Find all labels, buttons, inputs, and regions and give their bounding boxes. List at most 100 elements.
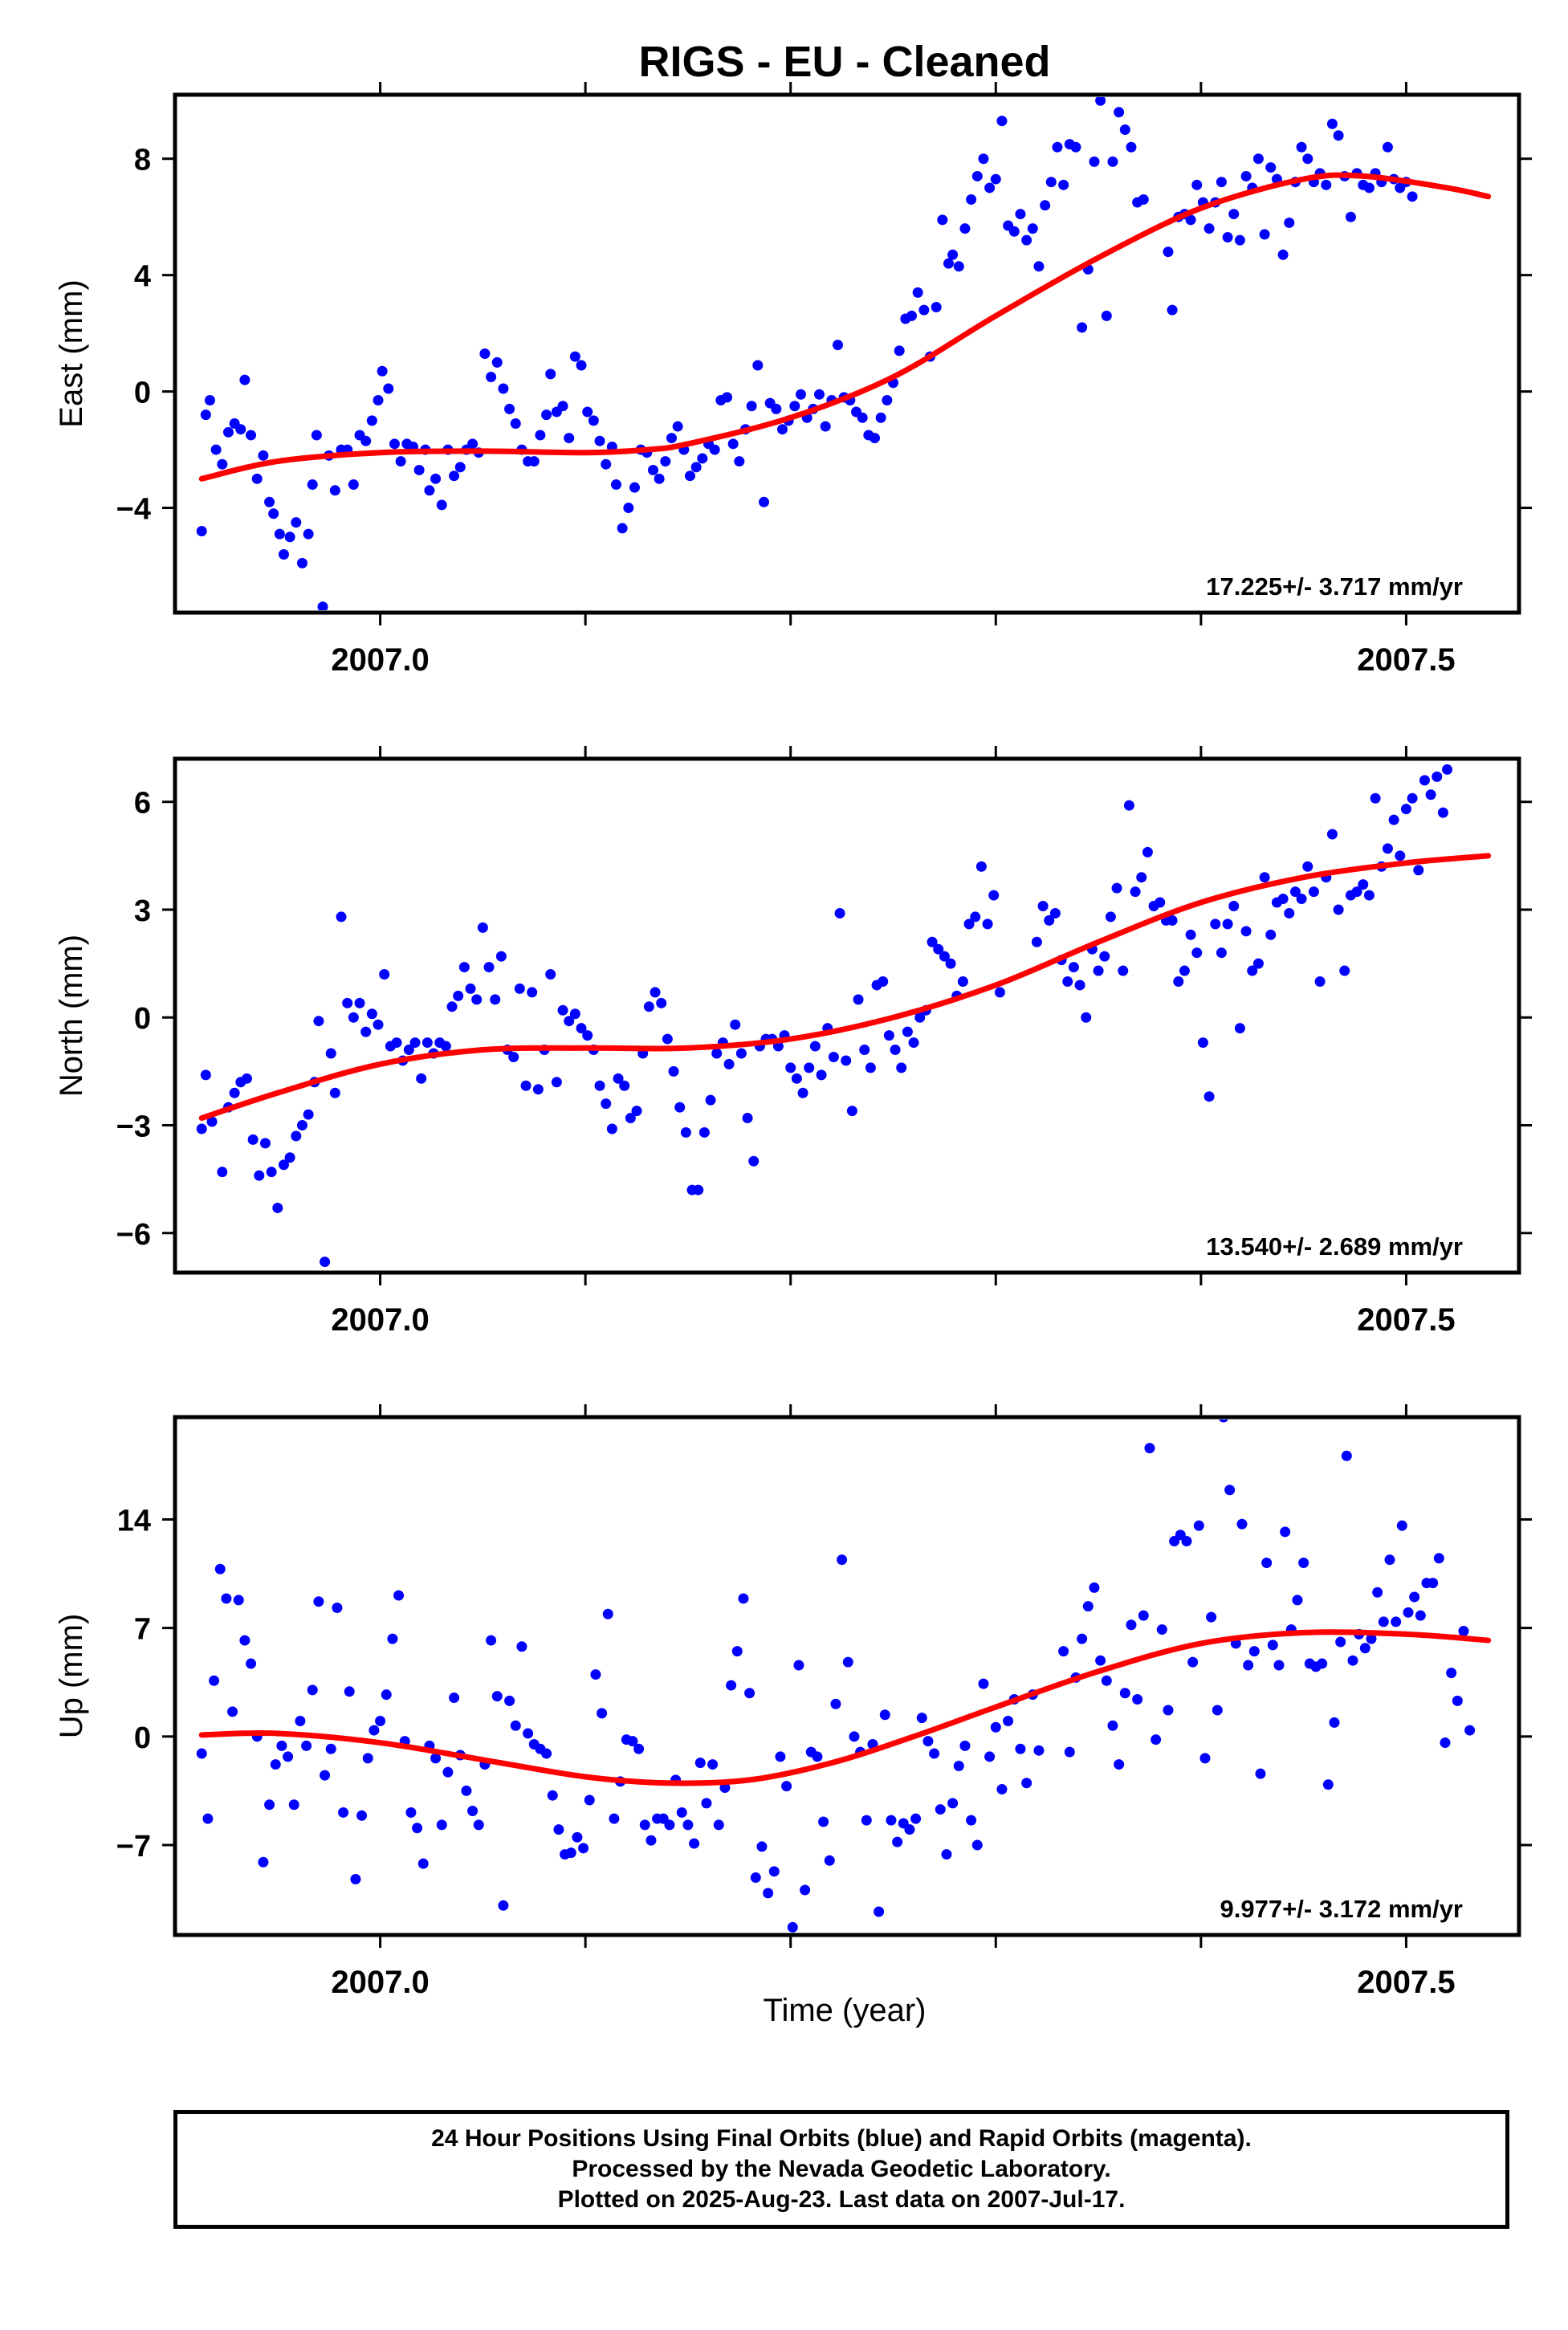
data-point (709, 444, 720, 455)
data-point (982, 919, 993, 930)
data-point (1284, 907, 1295, 919)
data-point (454, 462, 466, 473)
data-point (416, 1073, 427, 1084)
x-tick-label: 2007.5 (1357, 1302, 1455, 1338)
data-point (927, 936, 938, 947)
data-point (1329, 1717, 1340, 1728)
data-point (1212, 1705, 1223, 1716)
data-point (442, 1766, 454, 1778)
data-point (296, 1120, 307, 1131)
data-point (498, 383, 509, 394)
data-point (902, 1026, 913, 1037)
data-point (629, 482, 640, 493)
data-point (210, 444, 222, 455)
data-point (569, 351, 580, 362)
data-point (1206, 1611, 1217, 1623)
data-point (1167, 914, 1178, 926)
data-point (417, 1858, 429, 1869)
data-point (391, 1037, 402, 1049)
data-point (590, 1669, 601, 1680)
data-point (471, 994, 483, 1005)
data-point (837, 1554, 848, 1566)
data-point (633, 1743, 645, 1754)
data-point (206, 1116, 218, 1127)
data-point (1359, 1643, 1370, 1654)
data-point (959, 223, 971, 234)
data-point (246, 1658, 257, 1669)
data-point (1052, 141, 1063, 153)
data-point (809, 1041, 821, 1052)
data-point (320, 1257, 331, 1268)
data-point (1252, 958, 1264, 969)
data-point (931, 302, 942, 313)
data-point (430, 1753, 442, 1764)
data-point (209, 1675, 220, 1686)
data-point (366, 415, 377, 426)
data-point (846, 1106, 857, 1117)
data-point (1382, 843, 1393, 854)
data-point (789, 401, 800, 412)
data-point (1298, 1558, 1309, 1569)
panel-up: −7 0 7 14 2007.0 2007.5 Up (mm) 9.977+/- 3.172 … (54, 1404, 1532, 2000)
plot-area-up (196, 1420, 1492, 1933)
data-point (1095, 97, 1106, 106)
data-point (1107, 1720, 1118, 1731)
y-tick-label: 0 (134, 377, 151, 410)
data-point (1163, 1705, 1174, 1716)
data-point (1240, 926, 1252, 937)
data-point (1317, 1658, 1328, 1669)
data-point (307, 1684, 318, 1696)
data-point (625, 1113, 636, 1124)
data-point (694, 1758, 706, 1769)
data-point (1089, 1582, 1100, 1593)
data-point (532, 1084, 544, 1095)
data-point (239, 374, 250, 385)
data-point (1333, 904, 1344, 915)
data-point (1156, 1624, 1167, 1635)
data-point (853, 994, 864, 1005)
data-point (996, 116, 1008, 127)
data-point (258, 450, 269, 461)
data-point (664, 1819, 675, 1831)
data-point (303, 1109, 314, 1120)
data-point (1261, 1558, 1273, 1569)
data-point (684, 470, 695, 482)
data-point (738, 1593, 749, 1604)
data-point (746, 401, 757, 412)
data-point (812, 1751, 823, 1762)
data-point (268, 508, 279, 519)
data-point (957, 976, 968, 987)
data-point (412, 1823, 423, 1834)
data-point (771, 403, 782, 414)
data-point (436, 1819, 447, 1831)
data-point (467, 438, 479, 450)
data-point (377, 365, 388, 377)
data-point (313, 1596, 324, 1607)
data-point (935, 1804, 946, 1815)
data-point (918, 304, 930, 316)
data-point (752, 360, 764, 371)
data-point (1081, 1012, 1092, 1023)
data-point (307, 479, 318, 491)
data-point (254, 1170, 265, 1181)
data-point (1234, 1023, 1245, 1034)
data-point (943, 258, 955, 269)
data-point (1382, 141, 1393, 153)
data-point (1070, 141, 1081, 153)
data-point (610, 479, 621, 491)
data-point (941, 1849, 952, 1860)
x-axis-label: Time (year) (764, 1993, 927, 2028)
data-point (682, 1819, 694, 1831)
data-point (996, 1783, 1008, 1794)
data-point (510, 1720, 521, 1731)
data-point (606, 1123, 617, 1134)
data-point (945, 958, 956, 969)
data-point (564, 433, 575, 444)
data-point (1413, 865, 1424, 876)
data-point (564, 1016, 575, 1027)
data-point (959, 1740, 971, 1751)
data-point (650, 987, 661, 998)
data-point (1308, 886, 1319, 898)
data-point (486, 371, 497, 382)
y-tick-label: 14 (117, 1504, 151, 1538)
